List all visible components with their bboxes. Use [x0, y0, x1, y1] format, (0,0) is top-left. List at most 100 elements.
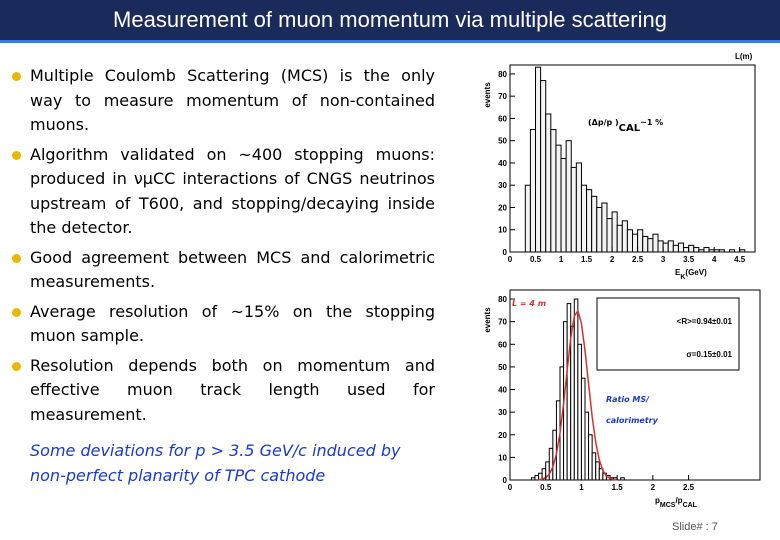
- histogram-bar: [662, 242, 669, 253]
- histogram-bar: [703, 247, 710, 253]
- histogram-bar: [657, 240, 664, 253]
- histogram-bar: [548, 447, 554, 481]
- text-part: K: [680, 274, 685, 281]
- histogram-bar: [545, 113, 552, 253]
- histogram-bar: [637, 229, 644, 253]
- stats-line: <R>=0.94±0.01: [677, 317, 733, 326]
- histogram-bar: [708, 249, 715, 253]
- x-tick-label: 0.5: [540, 483, 552, 492]
- slide-title: Measurement of muon momentum via multipl…: [0, 0, 780, 43]
- bullet: Algorithm validated on ~400 stopping muo…: [10, 143, 435, 241]
- histogram-bar: [601, 202, 608, 253]
- histogram-bar: [577, 343, 582, 481]
- histogram-bar: [566, 303, 572, 481]
- histogram-bar: [642, 235, 649, 253]
- bullet: Resolution depends both on momentum and …: [10, 354, 435, 428]
- text-part: p: [655, 496, 660, 505]
- x-tick-label: 0.5: [530, 255, 542, 264]
- x_label_parts: EK(GeV): [675, 268, 707, 281]
- histogram-bar: [611, 211, 618, 253]
- y-tick-label: 70: [498, 318, 507, 327]
- y-tick-label: 10: [498, 226, 507, 235]
- x-tick-label: 1.5: [612, 483, 624, 492]
- y-axis-label: events: [483, 307, 492, 333]
- text-part: ~1 %: [640, 118, 663, 127]
- histogram-bar: [540, 80, 547, 253]
- bullet: Good agreement between MCS and calorimet…: [10, 246, 435, 295]
- histogram-bar: [713, 249, 720, 253]
- x-tick-label: 4.5: [734, 255, 746, 264]
- histogram-bar: [620, 477, 625, 481]
- x-tick-label: 2: [610, 255, 615, 264]
- histogram-bar: [683, 247, 690, 253]
- histogram-bar: [688, 244, 695, 253]
- histogram-bar: [530, 477, 536, 481]
- histogram-bar: [555, 144, 562, 253]
- histogram-bar: [652, 233, 659, 253]
- text-part: CAL: [683, 502, 698, 509]
- y-tick-label: 40: [498, 386, 507, 395]
- x-tick-label: 2.5: [632, 255, 644, 264]
- chart-caption: Ratio MS/: [606, 395, 650, 404]
- x_label_parts: pMCS/pCAL: [655, 496, 698, 509]
- corner-label: L(m): [735, 52, 753, 61]
- text-part: MCS: [660, 502, 676, 509]
- text-part: CAL: [619, 123, 641, 134]
- y-tick-label: 60: [498, 340, 507, 349]
- y-tick-label: 80: [498, 295, 507, 304]
- y-tick-label: 50: [498, 137, 507, 146]
- slide-number: Slide# : 7: [672, 521, 718, 533]
- histogram-bar: [534, 474, 540, 481]
- x-tick-label: 0: [508, 483, 513, 492]
- text-part: (GeV): [685, 268, 707, 277]
- y-tick-label: 50: [498, 363, 507, 372]
- histogram-bar: [570, 325, 575, 481]
- histogram-bar: [588, 434, 593, 481]
- histogram-bar: [575, 162, 582, 253]
- y-tick-label: 20: [498, 431, 507, 440]
- text-part: /p: [675, 496, 682, 505]
- histogram-bar: [586, 189, 593, 253]
- annotation_parts: (Δp/p )CAL~1 %: [588, 118, 663, 134]
- y-tick-label: 80: [498, 70, 507, 79]
- histogram-bar: [580, 377, 586, 481]
- x-tick-label: 2: [651, 483, 656, 492]
- y-tick-label: 30: [498, 408, 507, 417]
- histogram-bar: [632, 233, 639, 253]
- fit-curve: [538, 309, 618, 481]
- y-tick-label: 70: [498, 92, 507, 101]
- y-tick-label: 40: [498, 159, 507, 168]
- histogram-bar: [647, 238, 654, 253]
- y-tick-label: 10: [498, 453, 507, 462]
- stats-line: σ=0.15±0.01: [686, 350, 732, 359]
- x-tick-label: 1: [579, 483, 584, 492]
- histogram-bar: [591, 195, 598, 253]
- chart-caption: calorimetry: [606, 416, 659, 425]
- histogram-bar: [560, 158, 567, 253]
- y-tick-label: 20: [498, 203, 507, 212]
- histogram-bar: [672, 244, 679, 253]
- histogram-bar: [596, 206, 603, 253]
- histogram-bar: [580, 184, 588, 253]
- bullet: Multiple Coulomb Scattering (MCS) is the…: [10, 64, 435, 138]
- histogram-bar: [616, 224, 623, 253]
- x-tick-label: 3: [661, 255, 666, 264]
- histogram-bar: [550, 129, 557, 253]
- histogram-bar: [698, 249, 705, 253]
- x-tick-label: 0: [508, 255, 513, 264]
- histogram-bar: [565, 140, 572, 253]
- bullet-list: Multiple Coulomb Scattering (MCS) is the…: [10, 64, 435, 432]
- histogram-bar: [573, 298, 579, 481]
- histogram-bar: [677, 242, 685, 253]
- histogram-bar: [718, 249, 725, 253]
- histogram-bar: [693, 247, 700, 253]
- histogram-bar: [570, 166, 577, 253]
- stats-box: [596, 297, 740, 371]
- bullet: Average resolution of ~15% on the stoppi…: [10, 300, 435, 349]
- text-part: E: [675, 268, 681, 277]
- histogram-bar: [595, 461, 600, 481]
- fit-tag: L = 4 m: [512, 299, 546, 308]
- y-tick-label: 60: [498, 114, 507, 123]
